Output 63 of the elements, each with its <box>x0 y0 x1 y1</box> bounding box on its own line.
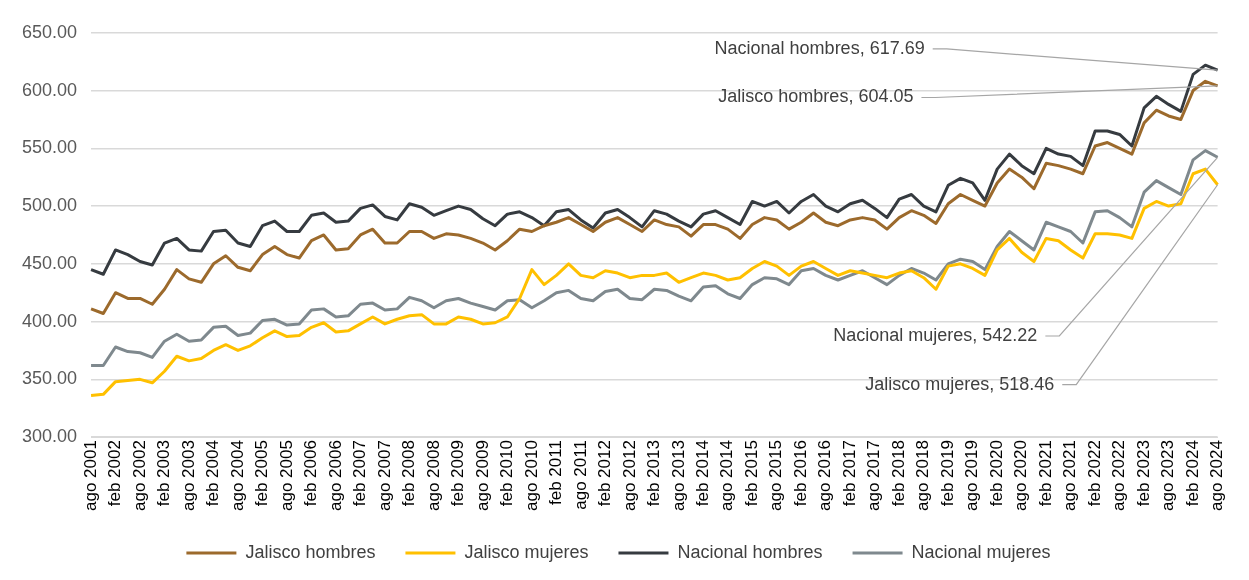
y-tick-label: 400.00 <box>21 310 78 331</box>
legend-label: Nacional mujeres <box>911 541 1051 562</box>
annotation: Jalisco mujeres, 518.46 <box>865 373 1055 394</box>
x-tick-label: ago 2015 <box>766 440 786 511</box>
x-tick-label: feb 2004 <box>203 440 223 507</box>
x-tick-label: feb 2011 <box>546 440 566 506</box>
y-tick-label: 350.00 <box>21 368 78 389</box>
x-tick-label: ago 2003 <box>178 440 198 511</box>
x-tick-label: ago 2009 <box>472 440 492 511</box>
x-tick-label: ago 2002 <box>129 440 149 511</box>
x-tick-label: ago 2016 <box>815 440 835 511</box>
y-tick-label: 550.00 <box>21 137 78 158</box>
x-tick-label: ago 2014 <box>717 440 737 511</box>
x-tick-label: ago 2004 <box>227 440 247 511</box>
annotation: Jalisco hombres, 604.05 <box>718 86 914 107</box>
x-tick-label: ago 2021 <box>1060 440 1080 511</box>
x-tick-label: feb 2002 <box>105 440 125 507</box>
x-tick-label: ago 2020 <box>1011 440 1031 511</box>
x-tick-label: ago 2024 <box>1207 440 1227 511</box>
x-tick-label: feb 2017 <box>839 440 859 507</box>
x-tick-label: feb 2024 <box>1182 440 1202 507</box>
x-tick-label: ago 2018 <box>913 440 933 511</box>
x-tick-label: ago 2023 <box>1158 440 1178 511</box>
x-tick-label: feb 2022 <box>1084 440 1104 507</box>
x-tick-label: ago 2017 <box>864 440 884 511</box>
x-tick-label: ago 2019 <box>962 440 982 511</box>
x-tick-label: ago 2010 <box>521 440 541 511</box>
x-tick-label: feb 2019 <box>937 440 957 507</box>
x-tick-label: feb 2013 <box>644 440 664 507</box>
annotation: Nacional mujeres, 542.22 <box>833 324 1038 345</box>
x-tick-label: feb 2021 <box>1035 440 1055 507</box>
x-tick-label: feb 2014 <box>693 440 712 507</box>
y-tick-label: 300.00 <box>21 426 78 447</box>
x-tick-label: ago 2022 <box>1109 440 1129 511</box>
x-tick-label: feb 2015 <box>741 440 761 507</box>
x-tick-label: feb 2023 <box>1133 440 1153 507</box>
x-tick-label: feb 2012 <box>595 440 615 507</box>
x-tick-label: feb 2009 <box>448 440 468 507</box>
annotation: Nacional hombres, 617.69 <box>714 37 925 58</box>
x-tick-label: ago 2012 <box>619 440 639 511</box>
legend-label: Jalisco mujeres <box>464 541 589 562</box>
x-tick-label: ago 2005 <box>276 440 296 511</box>
x-tick-label: feb 2007 <box>350 440 370 507</box>
x-tick-label: feb 2003 <box>154 440 174 507</box>
legend-label: Nacional hombres <box>677 541 823 562</box>
y-tick-label: 450.00 <box>21 252 78 273</box>
x-tick-label: ago 2006 <box>325 440 345 511</box>
x-tick-label: feb 2006 <box>301 440 321 507</box>
x-tick-label: feb 2008 <box>399 440 419 507</box>
x-tick-label: ago 2013 <box>668 440 688 511</box>
x-tick-label: ago 2007 <box>374 440 394 511</box>
x-tick-label: feb 2010 <box>497 440 517 507</box>
x-tick-label: feb 2005 <box>252 440 272 507</box>
y-tick-label: 500.00 <box>21 195 78 216</box>
y-tick-label: 600.00 <box>21 79 78 100</box>
x-tick-label: feb 2020 <box>986 440 1006 507</box>
x-tick-label: feb 2016 <box>790 440 810 507</box>
y-tick-label: 650.00 <box>21 21 78 42</box>
legend-label: Jalisco hombres <box>245 541 376 562</box>
x-tick-label: ago 2001 <box>80 440 100 511</box>
x-tick-label: feb 2018 <box>888 440 908 507</box>
x-tick-label: ago 2011 <box>570 440 590 510</box>
x-tick-label: ago 2008 <box>423 440 443 511</box>
